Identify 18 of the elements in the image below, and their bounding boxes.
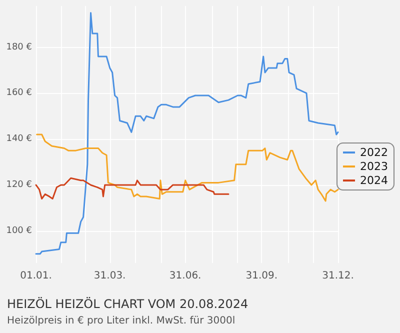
y-tick-label: 100 €	[6, 226, 32, 236]
y-tick-label: 160 €	[6, 88, 32, 98]
line-series	[35, 177, 230, 200]
x-tick-label: 31.09.	[246, 270, 278, 282]
y-tick-label: 180 €	[6, 42, 32, 52]
legend-label: 2022	[360, 146, 388, 159]
line-series	[35, 12, 339, 255]
line-series	[36, 134, 339, 202]
legend-label: 2023	[360, 160, 388, 173]
x-tick-label: 31.03.	[94, 270, 126, 282]
x-tick-label: 31.12.	[322, 270, 354, 282]
x-tick-label: 01.01.	[20, 270, 52, 282]
y-tick-label: 140 €	[6, 134, 32, 144]
text: Heizölpreis in € pro Liter inkl. MwSt. für 3000l	[7, 316, 236, 326]
y-tick-label: 120 €	[6, 180, 32, 190]
text: HEIZÖL HEIZÖL CHART VOM 20.08.2024	[7, 297, 248, 311]
legend-label: 2024	[360, 174, 388, 187]
x-tick-label: 31.06.	[169, 270, 202, 282]
